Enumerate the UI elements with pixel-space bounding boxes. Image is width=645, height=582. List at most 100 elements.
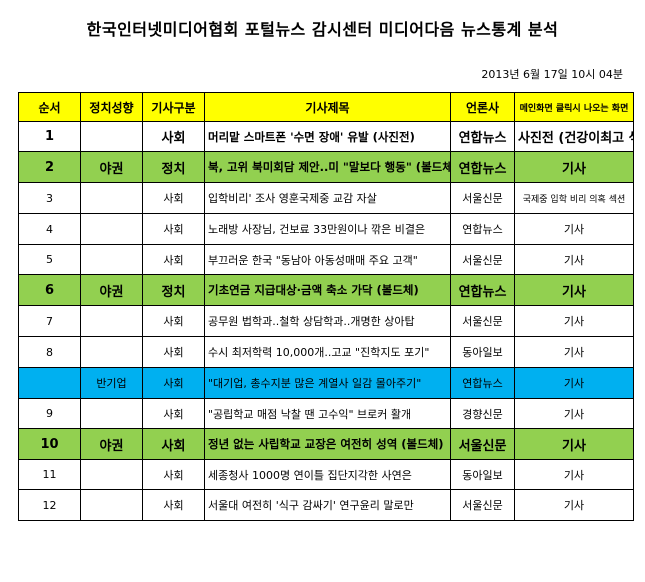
column-header-category: 기사구분 (142, 92, 205, 122)
political-leaning (80, 398, 143, 429)
row-number: 10 (18, 428, 81, 460)
article-title: 머리맡 스마트폰 '수면 장애' 유발 (사진전) (204, 121, 451, 152)
article-category: 정치 (142, 151, 205, 183)
table-row: 9 사회 "공립학교 매점 낙찰 땐 고수익" 브로커 활개 경향신문 기사 (18, 398, 634, 429)
article-title: 서울대 여전히 '식구 감싸기' 연구윤리 말로만 (204, 489, 451, 521)
main-click-location: 기사 (514, 151, 634, 183)
table-row: 8 사회 수시 최저학력 10,000개..고교 "진학지도 포기" 동아일보 기사 (18, 336, 634, 368)
table-row: 4 사회 노래방 사장님, 건보료 33만원이나 깎은 비결은 연합뉴스 기사 (18, 213, 634, 245)
article-category: 사회 (142, 367, 205, 399)
main-click-location: 기사 (514, 305, 634, 337)
table-row: 1 사회 머리맡 스마트폰 '수면 장애' 유발 (사진전) 연합뉴스 사진전 (건강이… (18, 121, 634, 152)
article-title: 수시 최저학력 10,000개..고교 "진학지도 포기" (204, 336, 451, 368)
table-row: 11 사회 세종청사 1000명 연이틀 집단지각한 사연은 동아일보 기사 (18, 459, 634, 490)
press-name: 동아일보 (450, 336, 515, 368)
row-number: 8 (18, 336, 81, 368)
main-click-location: 기사 (514, 489, 634, 521)
article-title: 부끄러운 한국 "동남아 아동성매매 주요 고객" (204, 244, 451, 275)
political-leaning: 야권 (80, 428, 143, 460)
political-leaning (80, 489, 143, 521)
press-name: 연합뉴스 (450, 151, 515, 183)
political-leaning (80, 244, 143, 275)
article-category: 사회 (142, 336, 205, 368)
press-name: 동아일보 (450, 459, 515, 490)
main-click-location: 기사 (514, 336, 634, 368)
article-category: 사회 (142, 305, 205, 337)
row-number: 4 (18, 213, 81, 245)
political-leaning (80, 336, 143, 368)
news-stats-table: 순서 정치성향 기사구분 기사제목 언론사 메인화면 클릭시 나오는 화면 1 사… (18, 92, 634, 521)
column-header-order: 순서 (18, 92, 81, 122)
table-row: 반기업 사회 "대기업, 총수지분 많은 계열사 일감 몰아주기" 연합뉴스 기사 (18, 367, 634, 399)
main-click-location: 기사 (514, 244, 634, 275)
report-timestamp: 2013년 6월 17일 10시 04분 (481, 68, 623, 81)
press-name: 연합뉴스 (450, 213, 515, 245)
political-leaning (80, 305, 143, 337)
article-title: 기초연금 지급대상·금액 축소 가닥 (볼드체) (204, 274, 451, 306)
article-category: 정치 (142, 274, 205, 306)
press-name: 서울신문 (450, 489, 515, 521)
main-click-location: 기사 (514, 213, 634, 245)
table-body: 1 사회 머리맡 스마트폰 '수면 장애' 유발 (사진전) 연합뉴스 사진전 (건강이… (18, 121, 634, 521)
article-category: 사회 (142, 213, 205, 245)
article-title: 북, 고위 북미회담 제안..미 "말보다 행동" (볼드체) (204, 151, 451, 183)
table-row: 7 사회 공무원 법학과..철학 상담학과..개명한 상아탑 서울신문 기사 (18, 305, 634, 337)
press-name: 경향신문 (450, 398, 515, 429)
article-title: 세종청사 1000명 연이틀 집단지각한 사연은 (204, 459, 451, 490)
table-header-row: 순서 정치성향 기사구분 기사제목 언론사 메인화면 클릭시 나오는 화면 (18, 92, 634, 122)
row-number: 1 (18, 121, 81, 152)
article-category: 사회 (142, 428, 205, 460)
press-name: 서울신문 (450, 244, 515, 275)
press-name: 서울신문 (450, 182, 515, 214)
column-header-leaning: 정치성향 (80, 92, 143, 122)
table-row: 12 사회 서울대 여전히 '식구 감싸기' 연구윤리 말로만 서울신문 기사 (18, 489, 634, 521)
article-category: 사회 (142, 459, 205, 490)
main-click-location: 사진전 (건강이최고 섹션) (514, 121, 634, 152)
press-name: 연합뉴스 (450, 274, 515, 306)
article-title: 정년 없는 사립학교 교장은 여전히 성역 (볼드체) (204, 428, 451, 460)
row-number (18, 367, 81, 399)
press-name: 서울신문 (450, 305, 515, 337)
political-leaning: 야권 (80, 274, 143, 306)
page-title: 한국인터넷미디어협회 포털뉴스 감시센터 미디어다음 뉴스통계 분석 (86, 20, 559, 39)
main-click-location: 국제중 입학 비리 의혹 섹션 (514, 182, 634, 214)
political-leaning: 야권 (80, 151, 143, 183)
article-category: 사회 (142, 398, 205, 429)
row-number: 6 (18, 274, 81, 306)
main-click-location: 기사 (514, 274, 634, 306)
article-title: "공립학교 매점 낙찰 땐 고수익" 브로커 활개 (204, 398, 451, 429)
column-header-press: 언론사 (450, 92, 515, 122)
table-row: 10 야권 사회 정년 없는 사립학교 교장은 여전히 성역 (볼드체) 서울신문 기사 (18, 428, 634, 460)
table-row: 2 야권 정치 북, 고위 북미회담 제안..미 "말보다 행동" (볼드체) 연합뉴스… (18, 151, 634, 183)
column-header-location: 메인화면 클릭시 나오는 화면 (514, 92, 634, 122)
main-click-location: 기사 (514, 398, 634, 429)
column-header-title: 기사제목 (204, 92, 451, 122)
political-leaning (80, 213, 143, 245)
table-row: 3 사회 입학비리' 조사 영훈국제중 교감 자살 서울신문 국제중 입학 비리 의혹 … (18, 182, 634, 214)
press-name: 연합뉴스 (450, 121, 515, 152)
political-leaning (80, 182, 143, 214)
main-click-location: 기사 (514, 367, 634, 399)
row-number: 11 (18, 459, 81, 490)
article-category: 사회 (142, 182, 205, 214)
political-leaning (80, 459, 143, 490)
table-row: 6 야권 정치 기초연금 지급대상·금액 축소 가닥 (볼드체) 연합뉴스 기사 (18, 274, 634, 306)
political-leaning (80, 121, 143, 152)
article-category: 사회 (142, 121, 205, 152)
article-title: 입학비리' 조사 영훈국제중 교감 자살 (204, 182, 451, 214)
article-title: 노래방 사장님, 건보료 33만원이나 깎은 비결은 (204, 213, 451, 245)
main-click-location: 기사 (514, 428, 634, 460)
row-number: 2 (18, 151, 81, 183)
political-leaning: 반기업 (80, 367, 143, 399)
article-category: 사회 (142, 244, 205, 275)
row-number: 9 (18, 398, 81, 429)
row-number: 7 (18, 305, 81, 337)
article-title: "대기업, 총수지분 많은 계열사 일감 몰아주기" (204, 367, 451, 399)
main-click-location: 기사 (514, 459, 634, 490)
press-name: 연합뉴스 (450, 367, 515, 399)
table-row: 5 사회 부끄러운 한국 "동남아 아동성매매 주요 고객" 서울신문 기사 (18, 244, 634, 275)
row-number: 3 (18, 182, 81, 214)
row-number: 5 (18, 244, 81, 275)
press-name: 서울신문 (450, 428, 515, 460)
article-category: 사회 (142, 489, 205, 521)
